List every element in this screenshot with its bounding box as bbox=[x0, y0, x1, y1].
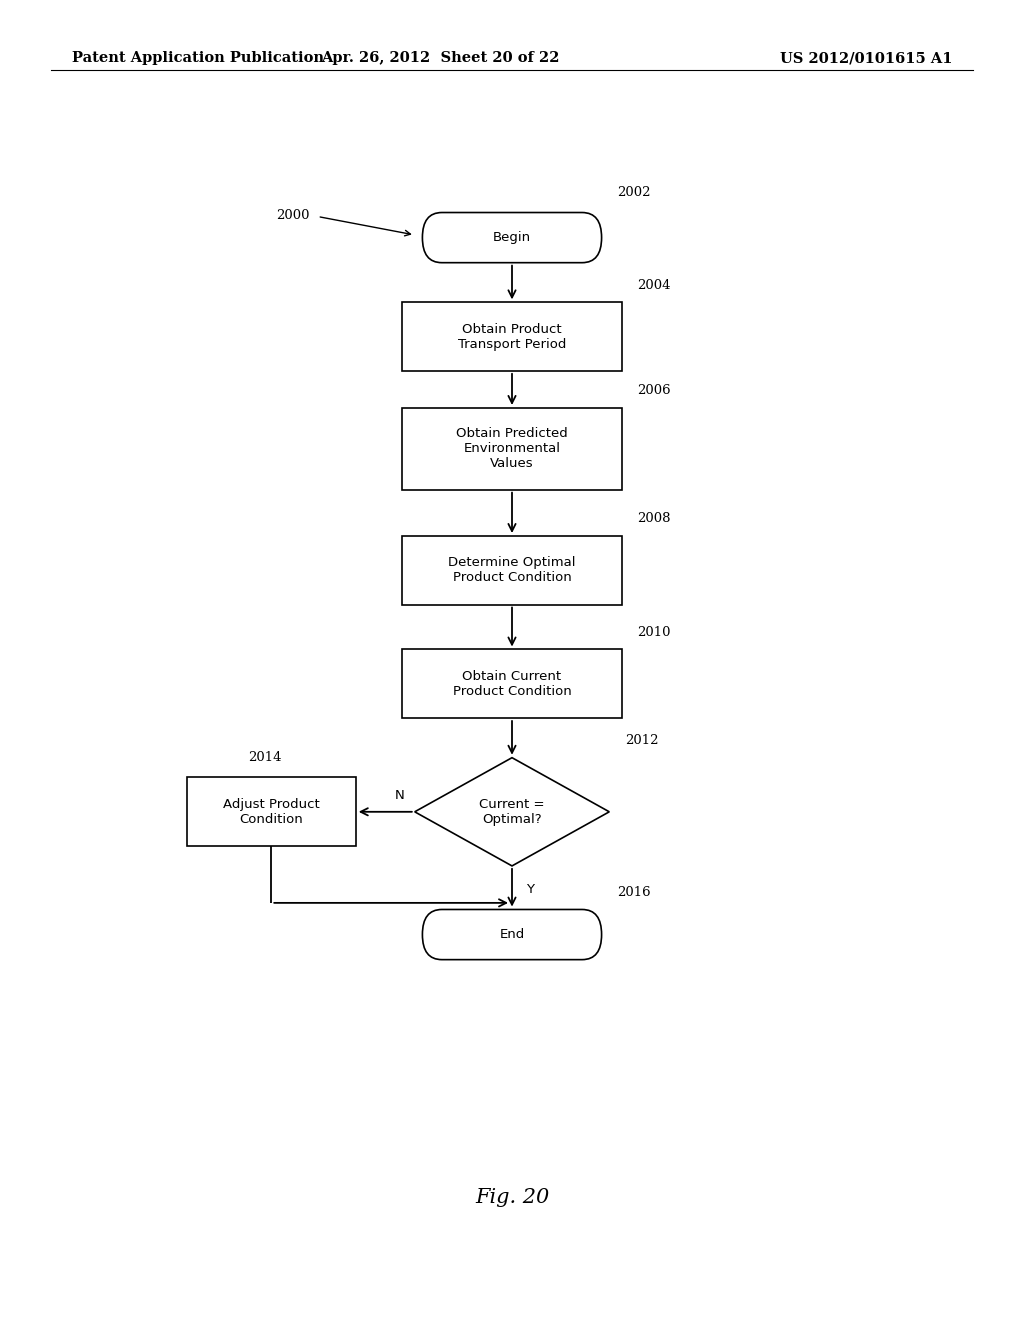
Text: US 2012/0101615 A1: US 2012/0101615 A1 bbox=[780, 51, 952, 65]
Text: Current =
Optimal?: Current = Optimal? bbox=[479, 797, 545, 826]
Text: Fig. 20: Fig. 20 bbox=[475, 1188, 549, 1206]
Text: Adjust Product
Condition: Adjust Product Condition bbox=[223, 797, 319, 826]
Text: Begin: Begin bbox=[493, 231, 531, 244]
Polygon shape bbox=[415, 758, 609, 866]
Text: 2006: 2006 bbox=[637, 384, 671, 397]
Text: 2002: 2002 bbox=[616, 186, 650, 199]
FancyBboxPatch shape bbox=[186, 777, 356, 846]
FancyBboxPatch shape bbox=[422, 909, 601, 960]
Text: 2004: 2004 bbox=[637, 279, 671, 292]
FancyBboxPatch shape bbox=[401, 536, 623, 605]
FancyBboxPatch shape bbox=[422, 213, 601, 263]
Text: Patent Application Publication: Patent Application Publication bbox=[72, 51, 324, 65]
Text: Y: Y bbox=[526, 883, 535, 896]
Text: Determine Optimal
Product Condition: Determine Optimal Product Condition bbox=[449, 556, 575, 585]
FancyBboxPatch shape bbox=[401, 408, 623, 490]
Text: End: End bbox=[500, 928, 524, 941]
Text: Apr. 26, 2012  Sheet 20 of 22: Apr. 26, 2012 Sheet 20 of 22 bbox=[322, 51, 559, 65]
Text: 2010: 2010 bbox=[637, 626, 671, 639]
Text: Obtain Current
Product Condition: Obtain Current Product Condition bbox=[453, 669, 571, 698]
Text: 2014: 2014 bbox=[249, 751, 282, 764]
Text: Obtain Product
Transport Period: Obtain Product Transport Period bbox=[458, 322, 566, 351]
Text: N: N bbox=[394, 789, 404, 803]
Text: 2012: 2012 bbox=[625, 734, 658, 747]
Text: 2016: 2016 bbox=[616, 886, 650, 899]
Text: Obtain Predicted
Environmental
Values: Obtain Predicted Environmental Values bbox=[456, 428, 568, 470]
Text: 2000: 2000 bbox=[276, 209, 310, 222]
Text: 2008: 2008 bbox=[637, 512, 671, 525]
FancyBboxPatch shape bbox=[401, 649, 623, 718]
FancyBboxPatch shape bbox=[401, 302, 623, 371]
